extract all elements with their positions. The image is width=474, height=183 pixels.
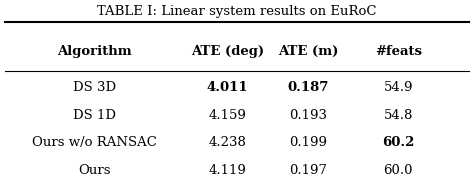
Text: DS 3D: DS 3D: [73, 81, 116, 94]
Text: 54.8: 54.8: [383, 109, 413, 122]
Text: 0.193: 0.193: [289, 109, 327, 122]
Text: 0.199: 0.199: [289, 136, 327, 149]
Text: DS 1D: DS 1D: [73, 109, 116, 122]
Text: Algorithm: Algorithm: [57, 45, 132, 58]
Text: 60.2: 60.2: [382, 136, 414, 149]
Text: 4.011: 4.011: [207, 81, 248, 94]
Text: TABLE I: Linear system results on EuRoC: TABLE I: Linear system results on EuRoC: [97, 5, 377, 18]
Text: Ours: Ours: [79, 164, 111, 177]
Text: ATE (deg): ATE (deg): [191, 45, 264, 58]
Text: 54.9: 54.9: [383, 81, 413, 94]
Text: 4.238: 4.238: [209, 136, 246, 149]
Text: 4.119: 4.119: [209, 164, 246, 177]
Text: #feats: #feats: [374, 45, 422, 58]
Text: ATE (m): ATE (m): [278, 45, 338, 58]
Text: 4.159: 4.159: [209, 109, 246, 122]
Text: 0.187: 0.187: [287, 81, 329, 94]
Text: Ours w/o RANSAC: Ours w/o RANSAC: [32, 136, 157, 149]
Text: 60.0: 60.0: [383, 164, 413, 177]
Text: 0.197: 0.197: [289, 164, 327, 177]
